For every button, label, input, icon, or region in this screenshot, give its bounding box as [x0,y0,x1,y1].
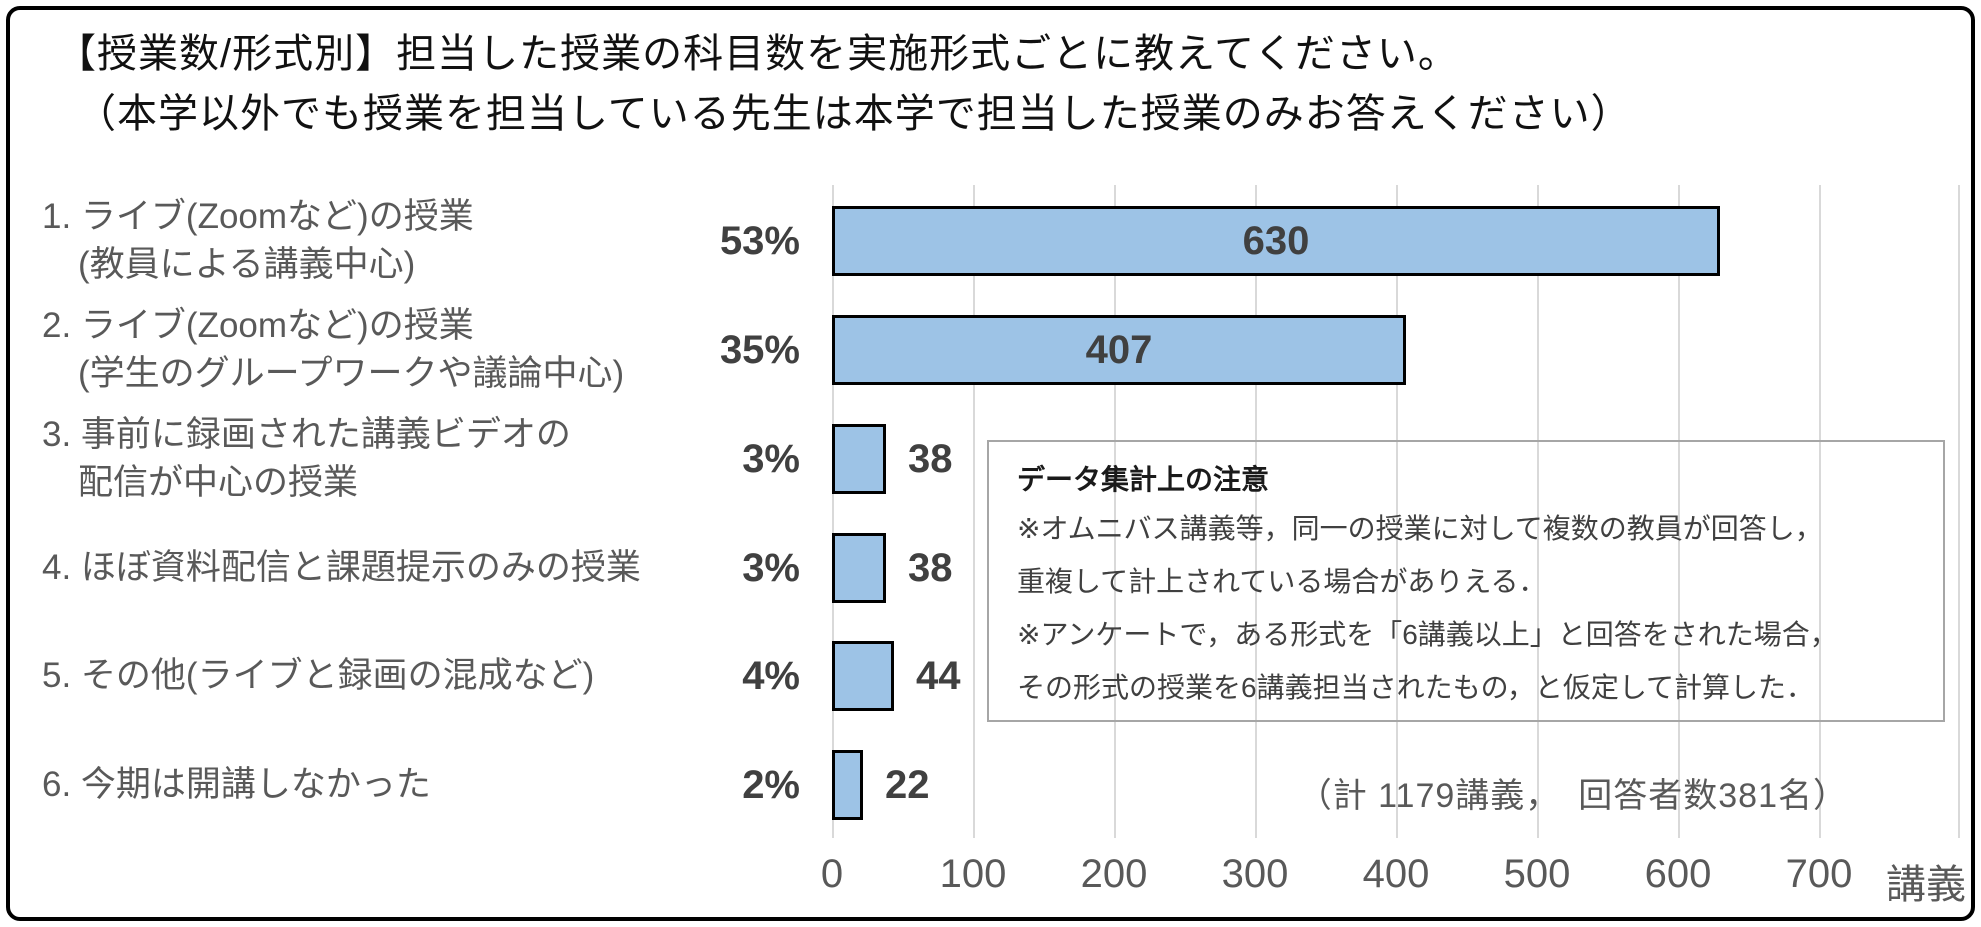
bar-value-label: 22 [885,762,930,807]
x-tick-500: 500 [1503,852,1571,896]
x-tick-100: 100 [939,852,1007,896]
chart-subtitle: （本学以外でも授業を担当している先生は本学で担当した授業のみお答えください） [76,92,1632,136]
gridline-600 [1678,185,1680,838]
gridline-800 [1958,185,1960,838]
gridline-400 [1396,185,1398,838]
bar-value-label: 630 [1242,218,1310,263]
note-title: データ集計上の注意 [1017,464,1270,495]
x-tick-700: 700 [1785,852,1853,896]
bar-live-groupwork: 407 [832,315,1406,385]
percent-label-1: 53% [719,219,800,263]
bar-row-5: 44 [832,641,1960,711]
percent-label-2: 35% [719,328,800,372]
total-label: （計 1179講義， 回答者数381名） [1297,777,1848,815]
category-label-1: 1. ライブ(Zoomなど)の授業 (教員による講義中心) [42,197,474,284]
bar-row-6: 22 [832,750,1960,820]
percent-label-4: 3% [742,546,800,590]
chart-title: 【授業数/形式別】担当した授業の科目数を実施形式ごとに教えてください。 [56,32,1459,76]
note-line-1: ※オムニバス講義等，同一の授業に対して複数の教員が回答し， [1017,513,1823,544]
bar-value-label: 38 [908,436,953,481]
gridline-0 [832,185,834,838]
axis-unit-label: 講義 [1886,863,1966,907]
bar-row-2: 407 [832,315,1960,385]
gridline-300 [1255,185,1257,838]
bar-row-3: 38 [832,424,1960,494]
x-tick-300: 300 [1221,852,1289,896]
percent-label-6: 2% [742,763,800,807]
gridline-500 [1537,185,1539,838]
category-label-2: 2. ライブ(Zoomなど)の授業 (学生のグループワークや議論中心) [42,306,625,393]
x-tick-400: 400 [1362,852,1430,896]
x-tick-600: 600 [1644,852,1712,896]
chart-title-block: 【授業数/形式別】担当した授業の科目数を実施形式ごとに教えてください。 （本学以… [56,24,1632,144]
percent-label-5: 4% [742,654,800,698]
note-line-4: その形式の授業を6講義担当されたもの，と仮定して計算した． [1017,672,1815,703]
x-tick-0: 0 [820,852,844,896]
category-label-5: 5. その他(ライブと録画の混成など) [42,656,595,695]
bar-other [832,641,894,711]
category-label-6: 6. 今期は開講しなかった [42,765,431,804]
gridline-200 [1114,185,1116,838]
bar-value-label: 44 [916,653,961,698]
bar-recorded-video [832,424,886,494]
bar-not-offered [832,750,863,820]
category-label-4: 4. ほぼ資料配信と課題提示のみの授業 [42,548,641,587]
bar-materials-only [832,533,886,603]
category-label-3: 3. 事前に録画された講義ビデオの 配信が中心の授業 [42,415,571,502]
x-tick-200: 200 [1080,852,1148,896]
bar-row-4: 38 [832,533,1960,603]
bar-live-lecture: 630 [832,206,1720,276]
note-line-3: ※アンケートで，ある形式を「6講義以上」と回答をされた場合， [1017,619,1838,650]
bar-value-label: 38 [908,545,953,590]
bar-value-label: 407 [1085,327,1153,372]
note-line-2: 重複して計上されている場合がありえる． [1017,566,1547,597]
bar-row-1: 630 [832,206,1960,276]
percent-label-3: 3% [742,437,800,481]
plot-area: 630 407 38 38 44 22 [832,185,1960,838]
gridline-100 [973,185,975,838]
note-box: データ集計上の注意 ※オムニバス講義等，同一の授業に対して複数の教員が回答し， … [987,440,1945,722]
gridline-700 [1819,185,1821,838]
